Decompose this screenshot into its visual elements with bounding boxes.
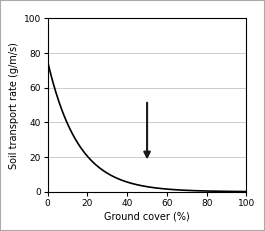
X-axis label: Ground cover (%): Ground cover (%) [104, 212, 190, 222]
Y-axis label: Soil transport rate (g/m/s): Soil transport rate (g/m/s) [9, 42, 19, 169]
